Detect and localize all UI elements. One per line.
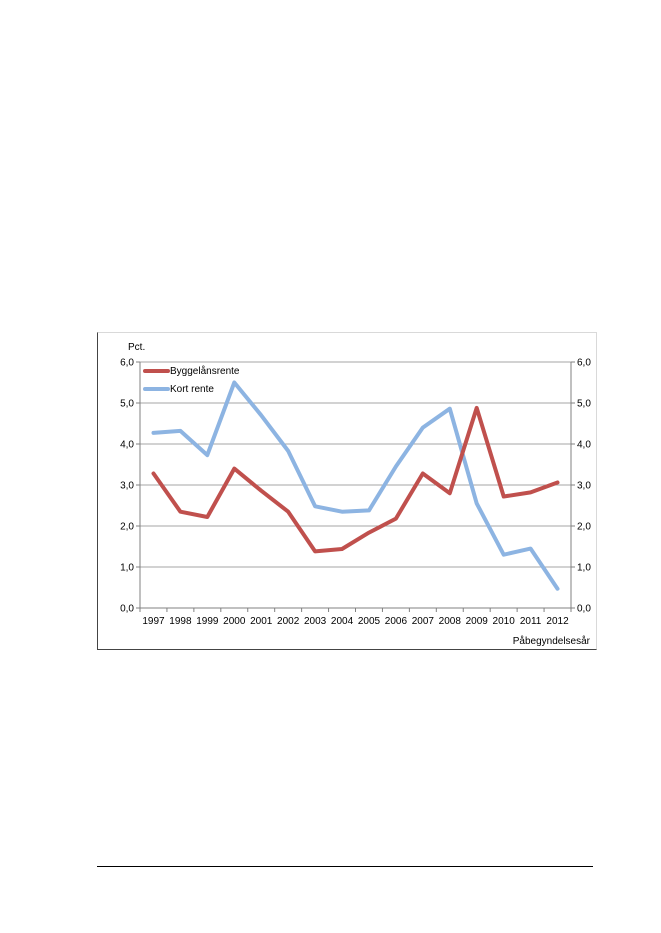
series-lines	[151, 380, 560, 591]
y-axis-title: Pct.	[128, 342, 145, 353]
x-tick-label: 2009	[466, 616, 489, 627]
x-tick-label: 1998	[169, 616, 192, 627]
y-tick-label-right: 4,0	[577, 440, 591, 451]
x-tick-label: 2008	[439, 616, 462, 627]
y-tick-label-right: 2,0	[577, 522, 591, 533]
y-tick-label-left: 3,0	[120, 481, 134, 492]
y-tick-label-left: 4,0	[120, 440, 134, 451]
y-tick-label-left: 0,0	[120, 604, 134, 615]
y-tick-label-right: 0,0	[577, 604, 591, 615]
footer-rule	[97, 866, 593, 867]
x-tick-label: 2007	[412, 616, 435, 627]
y-tick-label-left: 2,0	[120, 522, 134, 533]
y-tick-label-right: 3,0	[577, 481, 591, 492]
x-tick-label: 2003	[304, 616, 327, 627]
y-tick-label-right: 5,0	[577, 399, 591, 410]
x-axis-title: Påbegyndelsesår	[513, 635, 591, 647]
x-tick-label: 2010	[493, 616, 516, 627]
x-tick-label: 2005	[358, 616, 381, 627]
y-tick-label-left: 6,0	[120, 358, 134, 369]
line-chart: 0,0 0,0 1,0 1,0 2,0 2,0 3,0 3,0 4,0 4,0 5,0 5,0 6,0 6…	[120, 342, 591, 647]
x-tick-label: 2012	[546, 616, 569, 627]
legend: Byggelånsrente Kort rente	[143, 365, 240, 395]
legend-label-byggelaansrente: Byggelånsrente	[170, 365, 240, 377]
y-tick-label-left: 5,0	[120, 399, 134, 410]
x-tick-label: 2004	[331, 616, 354, 627]
x-tick-label: 2011	[520, 616, 542, 627]
axes	[136, 361, 575, 612]
y-tick-label-left: 1,0	[120, 563, 134, 574]
chart-figure: 0,0 0,0 1,0 1,0 2,0 2,0 3,0 3,0 4,0 4,0 5,0 5,0 6,0 6…	[97, 332, 597, 650]
x-tick-label: 1997	[142, 616, 165, 627]
x-tick-label: 2001	[250, 616, 273, 627]
x-tick-label: 2000	[223, 616, 246, 627]
x-tick-label: 1999	[196, 616, 219, 627]
y-tick-label-right: 6,0	[577, 358, 591, 369]
legend-label-kort-rente: Kort rente	[170, 384, 214, 395]
series-line-kort-rente	[151, 380, 560, 591]
x-tick-label: 2002	[277, 616, 300, 627]
x-tick-label: 2006	[385, 616, 408, 627]
series-line-byggelaansrente	[151, 405, 560, 554]
y-tick-label-right: 1,0	[577, 563, 591, 574]
tick-labels: 0,0 0,0 1,0 1,0 2,0 2,0 3,0 3,0 4,0 4,0 5,0 5,0 6,0 6…	[120, 358, 591, 628]
